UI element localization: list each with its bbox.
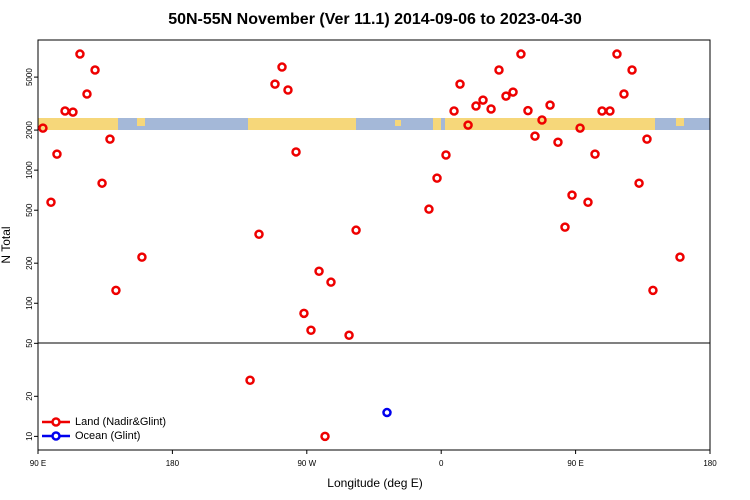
data-point [137,252,147,262]
data-point [486,104,496,114]
data-point [642,134,652,144]
data-point [52,149,62,159]
y-tick-label: 500 [25,203,34,217]
data-point [583,197,593,207]
x-tick-label: 180 [703,459,717,468]
data-point [46,197,56,207]
legend-label: Land (Nadir&Glint) [75,416,166,428]
data-point [326,277,336,287]
data-point [471,101,481,111]
data-point [306,325,316,335]
y-tick-label: 50 [25,338,34,347]
x-tick-label: 180 [166,459,180,468]
data-point [344,330,354,341]
data-point [82,89,92,99]
data-point [111,285,121,296]
x-tick-label: 90 E [30,459,46,468]
data-point [648,285,658,296]
data-point [97,178,107,188]
data-point [314,266,324,276]
data-point [283,85,293,95]
data-point [424,204,434,214]
data-point [38,123,48,133]
data-point [270,79,280,89]
data-point [537,115,547,125]
y-tick-label: 20 [25,391,34,400]
data-point [432,173,442,183]
chart-title: 50N-55N November (Ver 11.1) 2014-09-06 t… [168,11,582,28]
data-point [291,147,301,157]
y-tick-label: 200 [25,256,34,270]
x-axis-label: Longitude (deg E) [327,476,422,490]
data-point [590,149,600,159]
x-tick-label: 0 [439,459,444,468]
data-point [634,178,644,188]
data-point [575,123,585,133]
y-axis-label: N Total [0,226,13,263]
data-point [478,95,488,105]
data-point [560,222,570,232]
data-point [530,131,540,141]
data-point [523,105,533,116]
data-point [494,65,504,75]
data-point [60,106,70,116]
data-point [90,65,100,75]
data-point [68,107,78,117]
data-point [277,62,287,72]
data-point [382,407,392,418]
y-tick-label: 100 [25,296,34,310]
x-tick-label: 90 W [297,459,316,468]
data-point [597,106,607,116]
data-point [254,229,264,239]
y-tick-label: 5000 [25,68,34,86]
data-point [567,190,577,200]
y-tick-label: 1000 [25,161,34,179]
map-strip [38,118,710,130]
data-point [516,49,526,59]
data-point [105,134,115,144]
y-tick-label: 2000 [25,121,34,139]
data-point [627,65,637,75]
data-point [675,252,685,262]
data-point [545,100,555,110]
legend-label: Ocean (Glint) [75,430,140,442]
data-point [441,150,451,160]
data-point [299,308,309,319]
data-point [455,79,465,89]
y-tick-label: 10 [25,431,34,440]
x-tick-label: 90 E [567,459,583,468]
legend-marker [51,417,61,427]
data-point [75,49,85,59]
data-point [612,49,622,59]
data-point [501,91,511,101]
data-point [245,375,255,386]
data-point [449,106,459,116]
data-point [605,106,615,116]
data-point [463,120,473,130]
plot-frame [37,39,711,451]
data-point [508,87,518,97]
legend-marker [51,431,61,441]
data-point [351,225,361,235]
data-point [320,431,330,442]
data-point [619,89,629,99]
data-point [553,137,563,148]
